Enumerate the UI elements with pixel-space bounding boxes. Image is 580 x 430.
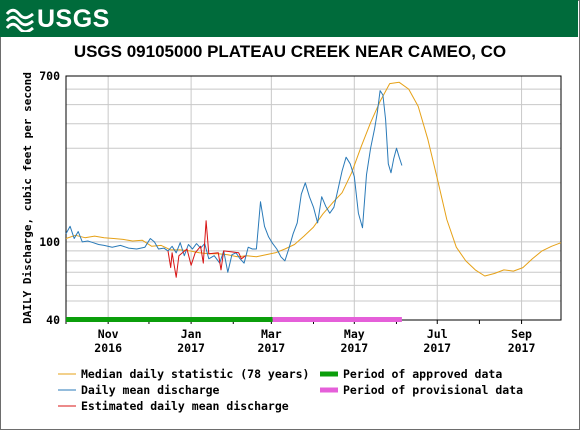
x-tick-year: 2017: [177, 341, 205, 355]
x-tick-year: 2017: [257, 341, 285, 355]
x-tick-month: May: [344, 327, 365, 341]
legend-label-provisional: Period of provisional data: [343, 383, 523, 397]
y-tick-label: 100: [39, 235, 60, 249]
chart-title: USGS 09105000 PLATEAU CREEK NEAR CAMEO, …: [73, 42, 507, 61]
x-tick-year: 2017: [508, 341, 536, 355]
x-tick-month: Nov: [98, 327, 119, 341]
legend-label-estimated: Estimated daily mean discharge: [81, 399, 289, 413]
period-bar-provisional: [272, 317, 402, 322]
legend-label-daily: Daily mean discharge: [81, 383, 220, 397]
series-line-median: [65, 81, 562, 277]
y-tick-label: 700: [39, 69, 60, 83]
x-tick-year: 2017: [340, 341, 368, 355]
series-line-estimated: [167, 220, 246, 278]
legend-label-median: Median daily statistic (78 years): [81, 367, 309, 381]
x-tick-year: 2017: [423, 341, 451, 355]
legend-label-approved: Period of approved data: [343, 367, 502, 381]
y-axis-label: DAILY Discharge, cubic feet per second: [21, 72, 34, 324]
period-bar-approved: [66, 317, 273, 322]
x-tick-year: 2016: [94, 341, 122, 355]
usgs-logo[interactable]: USGS: [6, 5, 110, 33]
x-tick-month: Sep: [511, 327, 532, 341]
series-line-daily: [65, 90, 403, 273]
x-tick-month: Jul: [427, 327, 448, 341]
usgs-logo-text: USGS: [37, 4, 110, 33]
y-tick-label: 40: [46, 313, 60, 327]
x-tick-month: Jan: [181, 327, 202, 341]
x-tick-month: Mar: [261, 327, 282, 341]
plot-area: [66, 76, 561, 320]
usgs-wave-icon: [6, 8, 34, 32]
usgs-banner: USGS: [0, 0, 578, 37]
